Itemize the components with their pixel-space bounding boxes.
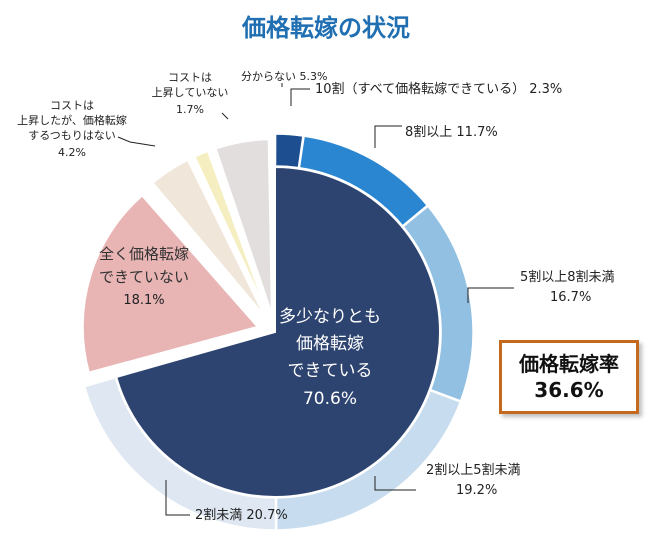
inner-slice-label: 全く価格転嫁 (99, 245, 189, 263)
inner-slice-label: できている (288, 361, 373, 381)
inner-slice-value: 1.7% (176, 103, 204, 116)
outer-slice-label: 8割以上 11.7% (405, 124, 498, 140)
outer-slice-value: 19.2% (456, 483, 497, 498)
outer-slice-label: 5割以上8割未満 (520, 269, 615, 285)
leader-line (374, 125, 402, 148)
outer-slice-value: 16.7% (550, 290, 591, 305)
leader-line (374, 476, 416, 491)
inner-slice-label: 価格転嫁 (296, 334, 364, 354)
inner-slice-label: できていない (99, 268, 189, 286)
inner-slice-label: コストは (168, 71, 212, 84)
inner-slice (214, 138, 273, 315)
chart-title: 価格転嫁の状況 (241, 14, 410, 42)
inner-slice-label: するつもりはない (28, 129, 116, 142)
inner-slice (151, 158, 267, 318)
callout-value: 36.6% (534, 378, 604, 402)
leader-line (467, 287, 514, 303)
inner-slice-value: 4.2% (58, 146, 86, 159)
leader-line (221, 112, 229, 120)
callout-title: 価格転嫁率 (519, 352, 619, 376)
outer-slice-label: 2割未満 20.7% (195, 507, 288, 523)
inner-slice (115, 165, 441, 498)
inner-slice-value: 70.6% (303, 389, 357, 409)
leader-line (165, 480, 190, 516)
inner-slice-label: 上昇したが、価格転嫁 (17, 113, 127, 127)
inner-slice-label: 分からない 5.3% (241, 70, 327, 83)
inner-slice-label: コストは (50, 99, 94, 112)
inner-slice-label: 上昇していない (152, 86, 229, 99)
inner-slice-value: 18.1% (123, 293, 164, 308)
leader-line (117, 136, 156, 147)
leader-line (290, 88, 310, 106)
inner-slice-label: 多少なりとも (279, 307, 381, 327)
outer-slice-label: 2割以上5割未満 (426, 462, 521, 478)
pass-through-rate-callout: 価格転嫁率 36.6% (499, 340, 639, 414)
inner-slice (193, 149, 270, 316)
outer-slice-label: 10割（すべて価格転嫁できている） 2.3% (315, 81, 562, 97)
inner-slice (81, 194, 260, 374)
outer-ring-slice (274, 133, 304, 169)
